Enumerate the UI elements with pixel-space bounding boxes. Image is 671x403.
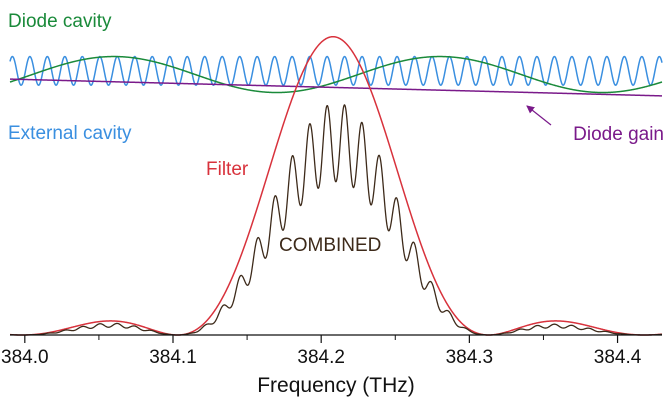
diode-gain-line <box>9 78 663 97</box>
x-tick-label: 384.4 <box>594 347 642 368</box>
x-tick-label: 384.3 <box>446 347 494 368</box>
diode-gain-label: Diode gain <box>573 124 664 145</box>
external-cavity-label: External cavity <box>8 123 132 144</box>
series-layer <box>9 35 663 336</box>
combined-label: COMBINED <box>279 235 381 256</box>
combined-line <box>9 104 663 336</box>
x-ticks: 384.0 384.1 384.2 384.3 384.4 <box>1 335 642 368</box>
filter-label: Filter <box>206 159 249 180</box>
external-cavity-line <box>9 55 663 86</box>
x-axis-title: Frequency (THz) <box>257 374 415 397</box>
x-tick-label: 384.2 <box>297 347 345 368</box>
filter-line <box>9 35 663 336</box>
diode-cavity-line <box>9 55 663 94</box>
diode-cavity-label: Diode cavity <box>8 11 112 32</box>
x-tick-label: 384.0 <box>1 347 49 368</box>
x-tick-label: 384.1 <box>149 347 197 368</box>
diode-gain-arrow <box>526 105 552 126</box>
